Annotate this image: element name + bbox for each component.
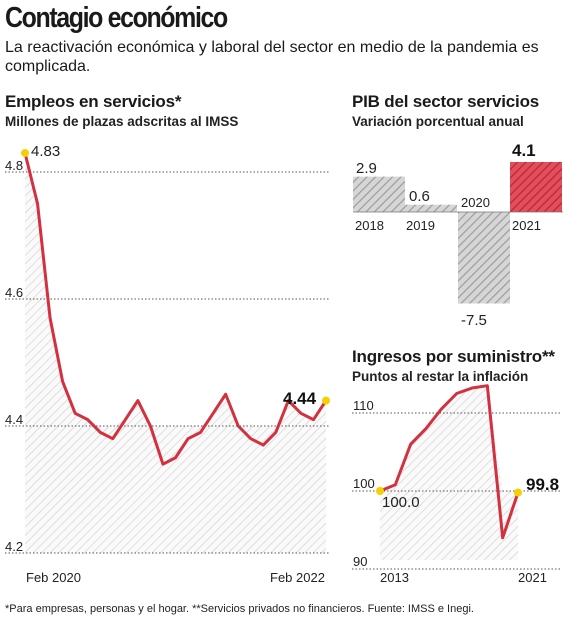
employment-chart-title: Empleos en servicios* [5, 92, 182, 111]
revenue-area [380, 385, 518, 560]
employment-y-tick-label: 4.2 [5, 539, 23, 554]
employment-y-tick-label: 4.8 [5, 158, 23, 173]
gdp-category-label-2018: 2018 [355, 218, 384, 233]
employment-area [25, 152, 326, 553]
revenue-start-label: 100.0 [382, 494, 420, 511]
revenue-y-tick-label: 100 [353, 476, 375, 491]
revenue-x-label-start: 2013 [380, 570, 409, 585]
employment-y-tick-label: 4.4 [5, 412, 23, 427]
revenue-y-tick-label: 110 [353, 398, 374, 413]
gdp-value-label-2018: 2.9 [356, 160, 377, 177]
gdp-category-label-2019: 2019 [406, 218, 435, 233]
gdp-bar-2021 [510, 161, 562, 212]
gdp-value-label-2021: 4.1 [512, 141, 536, 160]
revenue-chart-title: Ingresos por suministro** [352, 347, 555, 366]
employment-x-label-end: Feb 2022 [270, 570, 325, 585]
gdp-chart-title: PIB del sector servicios [352, 92, 540, 111]
gdp-category-label-2020: 2020 [461, 195, 490, 210]
revenue-series-line [379, 384, 520, 540]
gdp-chart-subtitle: Variación porcentual anual [352, 114, 524, 129]
revenue-chart-subtitle: Puntos al restar la inflación [352, 369, 529, 384]
gdp-bar-2018 [353, 176, 405, 212]
gdp-bar-2020 [458, 212, 510, 304]
gdp-category-label-2021: 2021 [512, 218, 541, 233]
employment-start-label: 4.83 [31, 143, 60, 160]
revenue-x-label-end: 2021 [518, 570, 547, 585]
gdp-bar-2019 [405, 204, 457, 212]
employment-x-label-start: Feb 2020 [26, 570, 81, 585]
employment-chart-subtitle: Millones de plazas adscritas al IMSS [5, 114, 239, 129]
employment-y-tick-label: 4.6 [5, 285, 23, 300]
gdp-value-label-2019: 0.6 [409, 188, 430, 205]
revenue-end-label: 99.8 [526, 475, 559, 494]
employment-end-label: 4.44 [283, 389, 317, 408]
revenue-start-marker [376, 487, 384, 495]
employment-start-marker [21, 148, 29, 157]
page-title: Contagio económico [5, 2, 228, 34]
page-subtitle: La reactivación económica y laboral del … [5, 39, 539, 75]
employment-end-marker [322, 396, 330, 405]
gdp-value-label-2020: -7.5 [461, 312, 487, 329]
revenue-end-marker [514, 488, 522, 497]
footnote: *Para empresas, personas y el hogar. **S… [5, 603, 474, 615]
revenue-y-tick-label: 90 [353, 554, 367, 569]
